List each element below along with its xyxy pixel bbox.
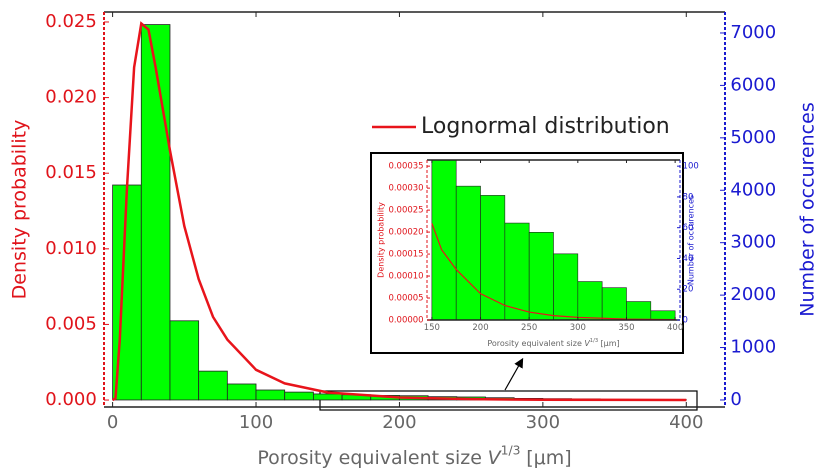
histogram-bar: [553, 253, 579, 320]
x-tick-label: 200: [382, 412, 416, 433]
x-tick-label: 0: [107, 412, 118, 433]
x-tick-label: 150: [424, 323, 440, 333]
y2-tick-label: 40: [683, 254, 694, 264]
histogram-bar: [140, 24, 171, 401]
y2-tick-label: 6000: [730, 74, 776, 95]
y-tick-label: 0.00035: [388, 162, 423, 172]
x-tick-label: 400: [669, 412, 703, 433]
y-tick-label: 0.010: [45, 238, 97, 259]
y-tick-label: 0.00030: [388, 184, 423, 194]
y-axis-label: Density probability: [377, 202, 386, 278]
y-tick-label: 0.00010: [388, 272, 423, 282]
y-tick-label: 0.015: [45, 162, 97, 183]
y2-axis-label: Number of occurences: [797, 102, 819, 316]
histogram-bar: [284, 391, 314, 401]
y2-tick-label: 0: [683, 316, 688, 326]
x-tick-label: 300: [526, 412, 560, 433]
x-label-sup: 1/3: [501, 443, 521, 457]
histogram-bar: [431, 160, 457, 320]
y-tick-label: 0.00000: [388, 316, 423, 326]
y-tick-label: 0.020: [45, 87, 97, 108]
y2-axis-label: Number of occurences: [687, 195, 696, 285]
density-line: [112, 21, 687, 402]
x-tick-label: 300: [570, 323, 586, 333]
x-tick-label: 200: [472, 323, 488, 333]
zoom-arrow: [504, 357, 524, 391]
histogram-bar: [480, 195, 506, 320]
x-label-sup: 1/3: [590, 337, 598, 343]
y2-tick-label: 80: [683, 192, 694, 202]
y2-tick-label: 20: [683, 285, 694, 295]
histogram-bar: [255, 389, 286, 401]
x-label-var: V: [488, 447, 503, 469]
histogram-bar: [601, 287, 627, 320]
y-tick-label: 0.00025: [388, 206, 423, 216]
legend-label: Lognormal distribution: [421, 114, 670, 139]
x-axis-label: Porosity equivalent size V1/3 [μm]: [487, 337, 619, 347]
y2-tick-label: 60: [683, 223, 694, 233]
histogram-bar: [650, 310, 676, 320]
y2-tick-label: 0: [730, 389, 741, 410]
x-label-text: Porosity equivalent size: [257, 447, 482, 469]
x-tick-label: 400: [667, 323, 683, 333]
y-tick-label: 0.005: [45, 313, 97, 334]
x-tick-label: 250: [521, 323, 537, 333]
x-label-unit: [μm]: [526, 447, 571, 469]
y-tick-label: 0.000: [45, 389, 97, 410]
histogram-bar: [626, 301, 652, 320]
histogram-bar: [504, 222, 530, 320]
y2-tick-label: 5000: [730, 127, 776, 148]
y-tick-label: 0.00015: [388, 250, 423, 260]
x-label-var: V: [584, 339, 590, 348]
zoom-region: [319, 390, 698, 411]
plot: 0 100 200 300 4000.0000.0050.0100.0150.0200.…: [9, 11, 819, 469]
y-tick-label: 0.00005: [388, 294, 423, 304]
y2-tick-label: 100: [683, 162, 699, 172]
y2-tick-label: 7000: [730, 22, 776, 43]
y2-tick-label: 1000: [730, 337, 776, 358]
x-axis-label: Porosity equivalent size V1/3 [μm]: [257, 443, 571, 469]
y2-tick-label: 4000: [730, 179, 776, 200]
x-tick-label: 100: [239, 412, 273, 433]
histogram-bar: [528, 232, 554, 320]
x-label-text: Porosity equivalent size: [487, 339, 582, 348]
x-label-unit: [μm]: [601, 339, 620, 348]
y2-tick-label: 3000: [730, 232, 776, 253]
x-tick-label: 350: [618, 323, 634, 333]
y-tick-label: 0.00020: [388, 228, 423, 238]
y-tick-label: 0.025: [45, 11, 97, 32]
histogram-bar: [455, 185, 481, 320]
histogram-bar: [198, 370, 228, 401]
y2-tick-label: 2000: [730, 284, 776, 305]
density-line: [431, 223, 676, 320]
plot: 150 200 250 300 350 4000.000000.000050.000100…: [377, 159, 699, 348]
histogram-bar: [312, 393, 343, 401]
histogram-bar: [226, 383, 257, 401]
histogram-bar: [169, 320, 200, 401]
histogram-bar: [577, 281, 603, 320]
y-axis-label: Density probability: [9, 120, 31, 300]
